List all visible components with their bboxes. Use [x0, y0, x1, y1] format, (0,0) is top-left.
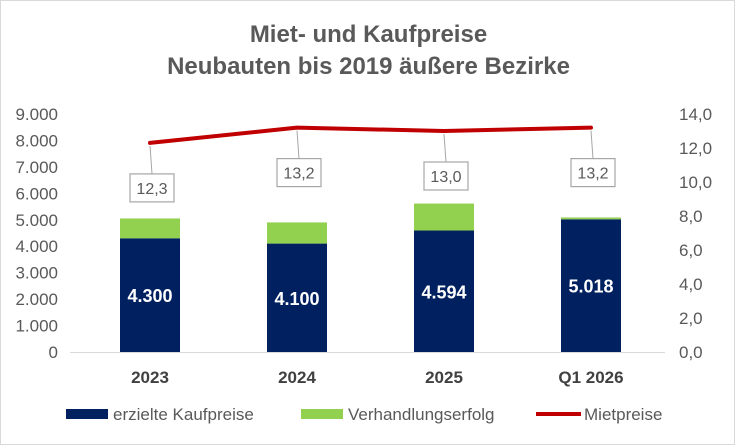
- chart-title-block: Miet- und Kaufpreise Neubauten bis 2019 …: [1, 19, 735, 83]
- line-data-label: 13,2: [577, 166, 608, 183]
- line-data-label: 12,3: [136, 181, 167, 198]
- right-axis-tick-label: 8,0: [679, 207, 703, 226]
- bar-kaufpreise: [267, 243, 327, 352]
- right-axis-tick-label: 4,0: [679, 275, 703, 294]
- bar-verhandlungserfolg: [120, 218, 180, 239]
- bar-kaufpreise: [414, 230, 474, 352]
- bar-data-label: 4.594: [421, 282, 466, 302]
- category-label: 2023: [131, 368, 169, 387]
- right-axis-tick-label: 10,0: [679, 173, 712, 192]
- line-label-leader: [443, 133, 447, 163]
- category-label: Q1 2026: [558, 368, 623, 387]
- chart-title: Miet- und Kaufpreise: [249, 21, 488, 48]
- left-axis-tick-label: 4.000: [15, 237, 58, 256]
- left-axis-tick-label: 7.000: [15, 158, 58, 177]
- legend-label-mietpreise: Mietpreise: [584, 405, 662, 424]
- chart-subtitle: Neubauten bis 2019 äußere Bezirke: [167, 53, 570, 80]
- category-label: 2025: [425, 368, 463, 387]
- left-axis-tick-label: 3.000: [15, 264, 58, 283]
- category-label: 2024: [278, 368, 316, 387]
- bar-data-label: 4.100: [274, 289, 319, 309]
- mietpreise-line: [148, 125, 593, 145]
- legend-swatch-verhandlungserfolg: [301, 409, 343, 419]
- left-axis-tick-label: 6.000: [15, 184, 58, 203]
- line-label-leader: [149, 145, 153, 174]
- right-axis-tick-label: 12,0: [679, 139, 712, 158]
- legend-label-verhandlungserfolg: Verhandlungserfolg: [348, 405, 495, 424]
- left-axis-tick-label: 9.000: [15, 105, 58, 124]
- left-axis-tick-label: 8.000: [15, 131, 58, 150]
- bar-verhandlungserfolg: [414, 203, 474, 231]
- left-axis-tick-label: 0: [49, 343, 58, 362]
- line-data-label: 13,0: [430, 169, 461, 186]
- bar-data-label: 4.300: [127, 286, 172, 306]
- line-label-leader: [590, 130, 594, 159]
- left-axis-tick-label: 2.000: [15, 290, 58, 309]
- bar-kaufpreise: [561, 219, 621, 352]
- line-label-box: [570, 158, 616, 188]
- line-label-box: [276, 158, 322, 188]
- right-axis-tick-label: 6,0: [679, 241, 703, 260]
- legend-swatch-kaufpreise: [66, 409, 108, 419]
- left-axis-tick-label: 1.000: [15, 317, 58, 336]
- bar-verhandlungserfolg: [267, 222, 327, 244]
- right-axis-tick-label: 0,0: [679, 343, 703, 362]
- bar-verhandlungserfolg: [561, 217, 621, 220]
- left-axis-tick-label: 5.000: [15, 211, 58, 230]
- line-label-leader: [296, 130, 300, 159]
- bar-kaufpreise: [120, 238, 180, 352]
- right-axis-tick-label: 14,0: [679, 105, 712, 124]
- right-axis-tick-label: 2,0: [679, 309, 703, 328]
- legend-label-kaufpreise: erzielte Kaufpreise: [113, 405, 254, 424]
- line-label-box: [129, 173, 175, 203]
- line-data-label: 13,2: [283, 166, 314, 183]
- line-label-box: [423, 161, 469, 191]
- bar-data-label: 5.018: [568, 277, 613, 297]
